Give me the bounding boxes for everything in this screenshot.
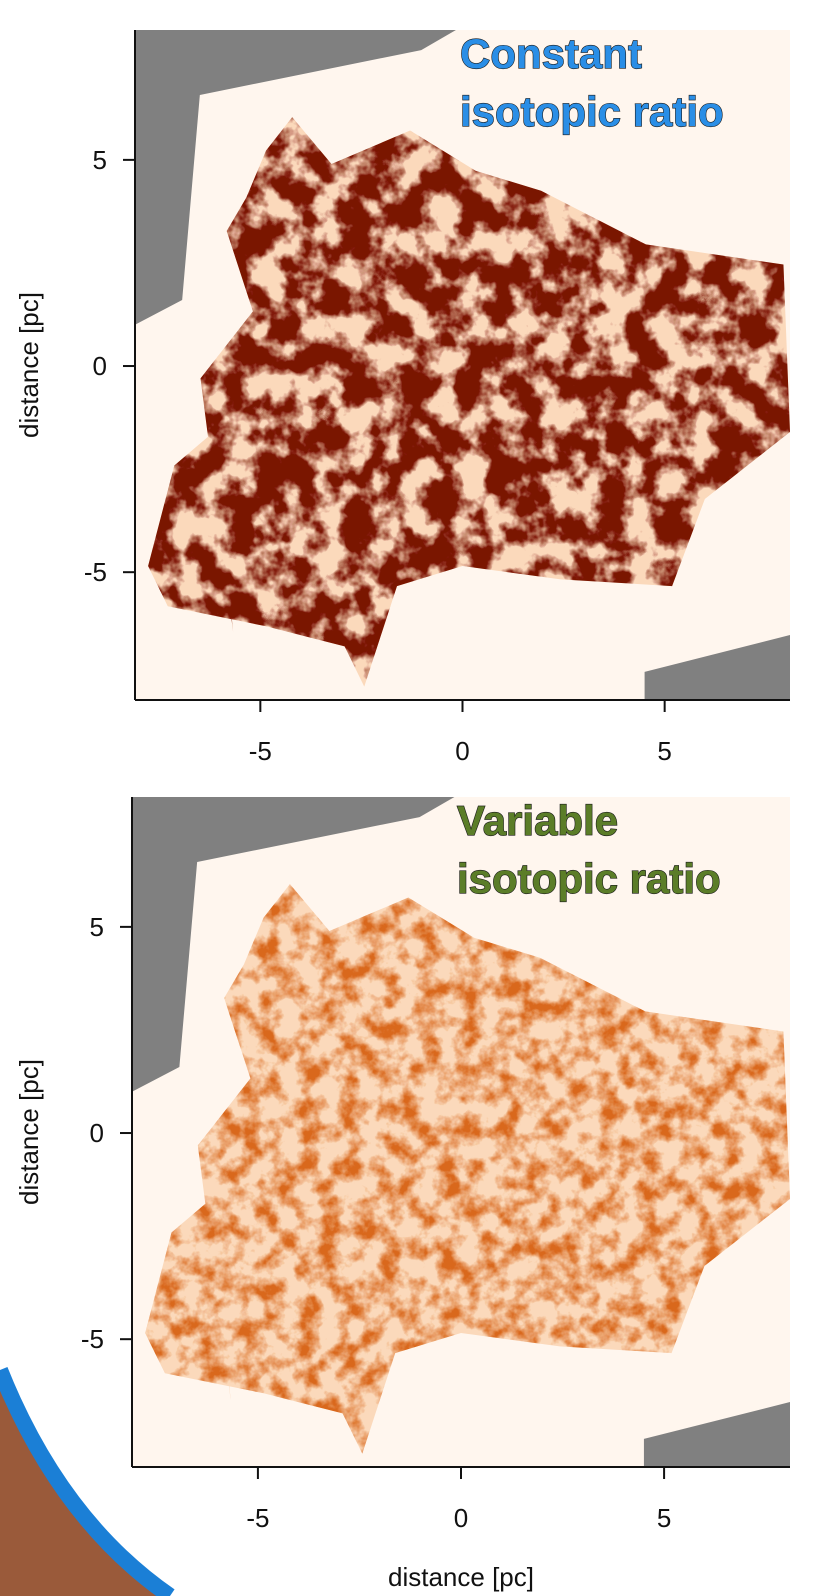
x-tick-label: 5 xyxy=(657,736,671,766)
y-axis-label: distance [pc] xyxy=(14,292,44,438)
y-tick-label: 5 xyxy=(90,912,104,942)
panel-title: isotopic ratio xyxy=(460,88,724,135)
panel-title: Constant xyxy=(460,30,642,77)
masked-region xyxy=(644,635,791,700)
panel: -5 0 5 -5 0 5 distance [pc] Variable isotopic ra… xyxy=(14,796,791,1533)
x-tick-label: -5 xyxy=(246,1503,269,1533)
y-tick-label: -5 xyxy=(81,1324,104,1354)
masked-region xyxy=(643,1402,791,1467)
x-tick-label: -5 xyxy=(249,736,272,766)
x-tick-label: 5 xyxy=(657,1503,671,1533)
masked-region xyxy=(132,797,455,1092)
x-tick-label: 0 xyxy=(455,736,469,766)
y-axis-label: distance [pc] xyxy=(14,1059,44,1205)
panel-title: isotopic ratio xyxy=(457,855,721,902)
y-tick-label: -5 xyxy=(84,557,107,587)
y-tick-label: 5 xyxy=(93,145,107,175)
background-photo xyxy=(0,1370,170,1596)
decor-arc xyxy=(0,1367,175,1596)
masked-region xyxy=(135,30,456,325)
y-tick-label: 0 xyxy=(90,1118,104,1148)
y-tick-label: 0 xyxy=(93,351,107,381)
x-axis-label: distance [pc] xyxy=(388,1562,534,1592)
panel-title: Variable xyxy=(457,797,618,844)
x-tick-label: 0 xyxy=(454,1503,468,1533)
panel: -5 0 5 -5 0 5 distance [pc] Constant isotopic ra… xyxy=(14,29,791,766)
